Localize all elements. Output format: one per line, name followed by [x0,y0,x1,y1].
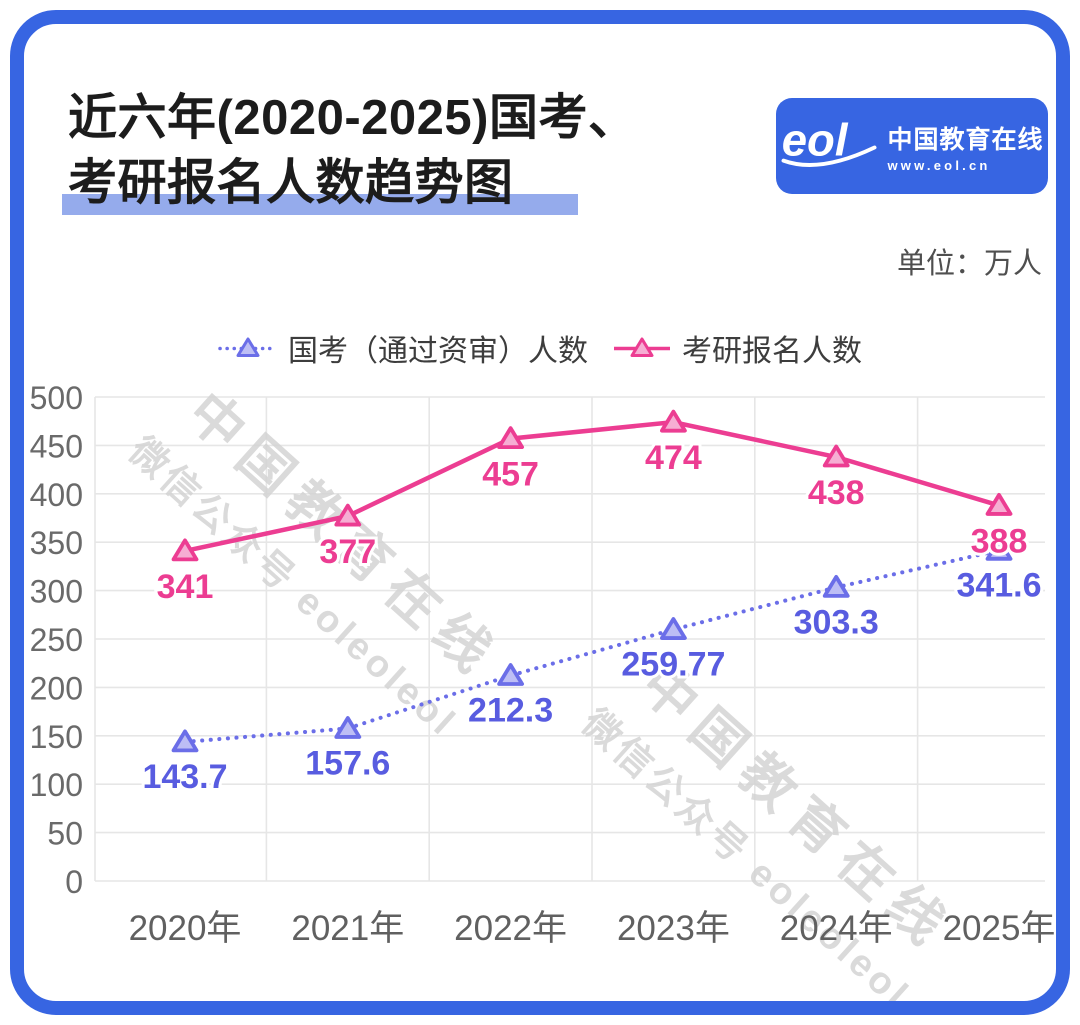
x-tick-label: 2021年 [291,909,404,948]
chart-legend: 国考（通过资审）人数 考研报名人数 [24,326,1056,370]
y-tick-label: 450 [30,428,83,464]
y-tick-label: 250 [30,622,83,658]
x-tick-label: 2023年 [617,909,730,948]
y-tick-label: 150 [30,719,83,755]
kaoyan-data-label: 388 [971,522,1028,560]
legend-item-guokao: 国考（通过资审）人数 [218,326,588,370]
guokao-data-point [985,537,1013,561]
page-title: 近六年(2020-2025)国考、考研报名人数趋势图 [62,86,638,216]
kaoyan-series-line [184,419,1000,554]
logo-site-name: 中国教育在线 [887,125,1044,154]
kaoyan-series-marker-icon [612,335,672,361]
title-line-2: 考研报名人数趋势图 [62,151,577,216]
guokao-data-label: 259.77 [621,646,725,684]
kaoyan-data-point [497,426,524,450]
eol-logo-text: 中国教育在线 www.eol.cn [887,120,1043,173]
guokao-data-label: 303.3 [794,603,879,641]
guokao-data-label: 341.6 [956,566,1041,604]
y-tick-label: 400 [30,477,83,513]
kaoyan-data-label: 457 [482,456,539,494]
guokao-series-marker-icon [218,335,278,361]
y-tick-label: 50 [47,816,83,852]
x-tick-label: 2022年 [454,909,567,948]
legend-label-guokao: 国考（通过资审）人数 [288,335,588,368]
guokao-data-point [660,617,687,640]
guokao-data-label: 157.6 [305,744,390,782]
guokao-series-line [183,548,1001,744]
eol-logo-icon: eol [780,114,878,177]
trend-line-chart: 0 50 100 150 200 250 300 350 400 450 500 中国教育在线微信公众… [30,380,1056,1001]
title-line-1: 近六年(2020-2025)国考、 [68,91,638,145]
guokao-data-point [497,663,524,686]
y-tick-label: 0 [65,864,83,900]
kaoyan-data-point [822,444,850,468]
guokao-data-point [171,729,199,753]
kaoyan-data-point [334,503,362,527]
kaoyan-data-label: 474 [645,439,702,477]
x-tick-label: 2024年 [780,909,893,948]
y-tick-label: 100 [30,767,83,803]
kaoyan-data-label: 377 [319,533,376,571]
y-tick-label: 350 [30,525,83,561]
x-tick-label: 2025年 [943,909,1056,948]
eol-logo-mark-text: eol [782,116,849,165]
guokao-data-point [334,716,362,739]
guokao-data-label: 143.7 [142,758,227,796]
guokao-data-point [822,575,850,598]
infographic-card: 近六年(2020-2025)国考、考研报名人数趋势图 eol 中国教育在线 ww… [10,10,1070,1015]
legend-item-kaoyan: 考研报名人数 [612,326,862,370]
kaoyan-data-label: 341 [157,568,214,606]
y-tick-label: 500 [30,380,83,416]
legend-label-kaoyan: 考研报名人数 [682,335,862,368]
y-tick-label: 300 [30,574,83,610]
eol-logo: eol 中国教育在线 www.eol.cn [776,98,1048,194]
guokao-data-label: 212.3 [468,691,553,729]
kaoyan-data-point [660,409,687,433]
logo-site-url: www.eol.cn [887,157,991,173]
kaoyan-data-point [985,493,1013,516]
kaoyan-data-label: 438 [808,474,865,512]
y-tick-label: 200 [30,670,83,706]
kaoyan-data-point [171,538,199,562]
unit-label: 单位：万人 [896,248,1042,280]
x-tick-label: 2020年 [129,909,242,948]
